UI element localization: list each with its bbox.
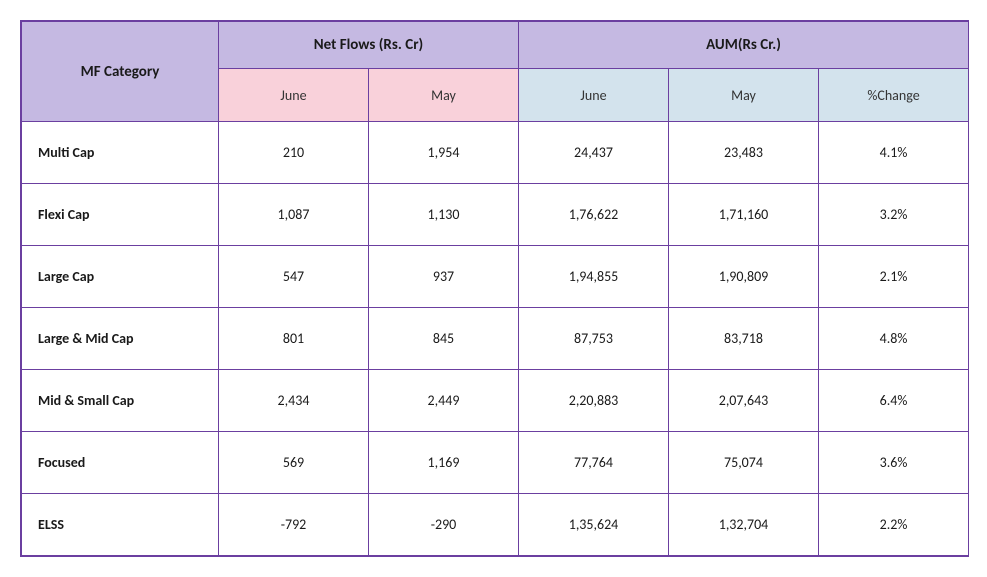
- cell-change: 2.2%: [819, 494, 969, 556]
- cell-label: Large & Mid Cap: [22, 308, 219, 370]
- subheader-aum-may: May: [669, 69, 819, 122]
- cell-nf-june: 801: [219, 308, 369, 370]
- cell-nf-june: 569: [219, 432, 369, 494]
- cell-change: 6.4%: [819, 370, 969, 432]
- cell-change: 3.6%: [819, 432, 969, 494]
- table-row: Flexi Cap1,0871,1301,76,6221,71,1603.2%: [22, 184, 969, 246]
- cell-aum-june: 87,753: [519, 308, 669, 370]
- header-mf-category: MF Category: [22, 22, 219, 122]
- header-aum: AUM(Rs Cr.): [519, 22, 969, 69]
- table-row: Large Cap5479371,94,8551,90,8092.1%: [22, 246, 969, 308]
- cell-nf-june: 1,087: [219, 184, 369, 246]
- cell-nf-may: 937: [369, 246, 519, 308]
- cell-change: 4.8%: [819, 308, 969, 370]
- cell-nf-may: 1,954: [369, 122, 519, 184]
- cell-nf-june: -792: [219, 494, 369, 556]
- cell-nf-may: 1,169: [369, 432, 519, 494]
- table-row: Focused5691,16977,76475,0743.6%: [22, 432, 969, 494]
- cell-aum-may: 1,90,809: [669, 246, 819, 308]
- table-row: Mid & Small Cap2,4342,4492,20,8832,07,64…: [22, 370, 969, 432]
- cell-aum-june: 1,35,624: [519, 494, 669, 556]
- cell-aum-june: 1,76,622: [519, 184, 669, 246]
- cell-aum-may: 2,07,643: [669, 370, 819, 432]
- header-net-flows: Net Flows (Rs. Cr): [219, 22, 519, 69]
- mf-category-table: MF Category Net Flows (Rs. Cr) AUM(Rs Cr…: [20, 20, 969, 557]
- cell-nf-may: 1,130: [369, 184, 519, 246]
- cell-label: ELSS: [22, 494, 219, 556]
- subheader-aum-june: June: [519, 69, 669, 122]
- table-row: Multi Cap2101,95424,43723,4834.1%: [22, 122, 969, 184]
- cell-label: Large Cap: [22, 246, 219, 308]
- cell-label: Mid & Small Cap: [22, 370, 219, 432]
- cell-nf-may: -290: [369, 494, 519, 556]
- cell-label: Flexi Cap: [22, 184, 219, 246]
- cell-aum-june: 77,764: [519, 432, 669, 494]
- cell-aum-may: 23,483: [669, 122, 819, 184]
- data-table: MF Category Net Flows (Rs. Cr) AUM(Rs Cr…: [21, 21, 969, 556]
- cell-label: Focused: [22, 432, 219, 494]
- cell-nf-may: 845: [369, 308, 519, 370]
- cell-nf-june: 2,434: [219, 370, 369, 432]
- cell-aum-june: 2,20,883: [519, 370, 669, 432]
- subheader-nf-may: May: [369, 69, 519, 122]
- table-row: ELSS-792-2901,35,6241,32,7042.2%: [22, 494, 969, 556]
- table-row: Large & Mid Cap80184587,75383,7184.8%: [22, 308, 969, 370]
- cell-nf-june: 547: [219, 246, 369, 308]
- cell-label: Multi Cap: [22, 122, 219, 184]
- cell-aum-may: 1,71,160: [669, 184, 819, 246]
- cell-aum-june: 1,94,855: [519, 246, 669, 308]
- subheader-nf-june: June: [219, 69, 369, 122]
- cell-aum-may: 83,718: [669, 308, 819, 370]
- cell-change: 2.1%: [819, 246, 969, 308]
- subheader-aum-change: %Change: [819, 69, 969, 122]
- cell-aum-may: 1,32,704: [669, 494, 819, 556]
- cell-change: 4.1%: [819, 122, 969, 184]
- table-body: Multi Cap2101,95424,43723,4834.1%Flexi C…: [22, 122, 969, 556]
- cell-aum-may: 75,074: [669, 432, 819, 494]
- cell-change: 3.2%: [819, 184, 969, 246]
- cell-nf-may: 2,449: [369, 370, 519, 432]
- cell-aum-june: 24,437: [519, 122, 669, 184]
- cell-nf-june: 210: [219, 122, 369, 184]
